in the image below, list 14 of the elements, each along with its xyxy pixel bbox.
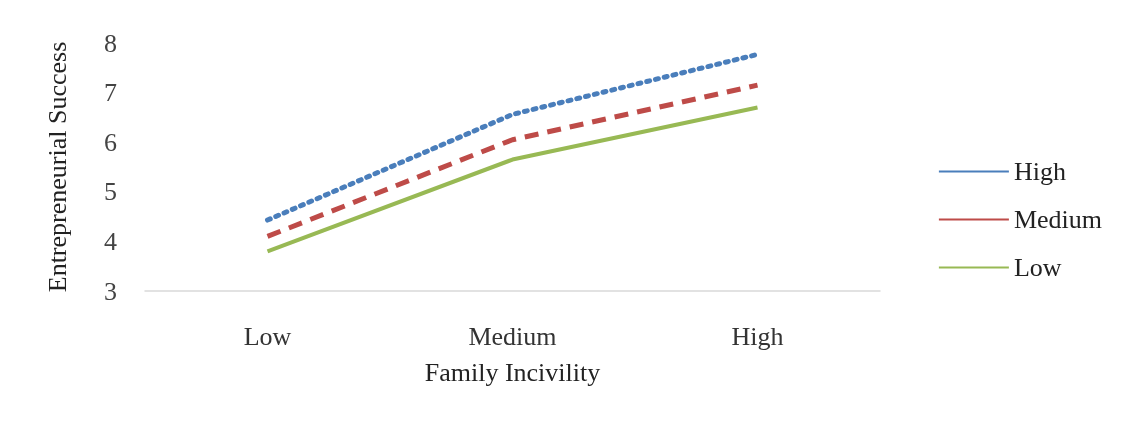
y-tick-label: 6 [104,127,117,157]
legend-label: Low [1013,253,1062,282]
y-tick-label: 7 [104,78,117,108]
y-tick-label: 8 [104,28,117,58]
x-tick-label: Low [243,321,292,351]
y-axis-title: Entrepreneurial Success [42,41,72,293]
legend-label: High [1013,157,1066,186]
x-tick-label: High [731,321,784,351]
x-axis-title: Family Incivility [424,357,601,387]
legend-label: Medium [1013,205,1102,234]
y-tick-label: 3 [104,276,117,306]
y-tick-label: 5 [104,177,117,207]
y-tick-label: 4 [104,226,117,256]
x-tick-label: Medium [468,321,557,351]
